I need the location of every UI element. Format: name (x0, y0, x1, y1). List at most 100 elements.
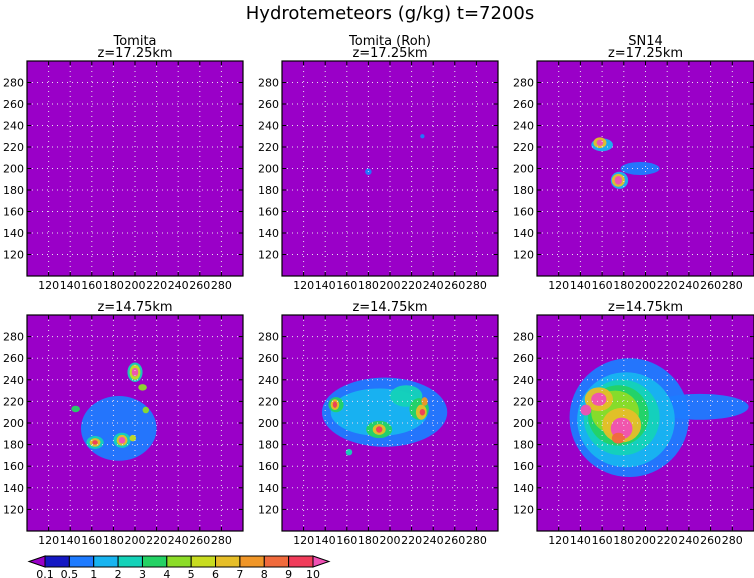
column-title: Tomita (Roh) (348, 34, 431, 49)
x-tick-label: 220 (401, 279, 422, 292)
x-tick-label: 120 (293, 534, 314, 547)
y-tick-label: 200 (258, 163, 279, 176)
y-tick-label: 220 (513, 395, 534, 408)
x-tick-label: 160 (592, 279, 613, 292)
y-tick-label: 240 (3, 374, 24, 387)
y-tick-label: 220 (258, 395, 279, 408)
colorbar-label: 8 (261, 568, 268, 578)
colorbar-segment (166, 555, 192, 568)
field-contour (92, 440, 98, 445)
x-tick-label: 280 (466, 279, 487, 292)
x-tick-label: 160 (592, 534, 613, 547)
grid-lines (27, 315, 243, 531)
x-tick-label: 240 (423, 279, 444, 292)
level-label: z=17.25km (97, 46, 172, 61)
y-tick-label: 220 (258, 141, 279, 154)
x-tick-label: 200 (635, 534, 656, 547)
field-contour (332, 401, 338, 408)
grid-lines (282, 315, 498, 531)
plot-background (27, 61, 243, 276)
y-tick-label: 120 (258, 503, 279, 516)
field-contour (142, 406, 150, 414)
level-label: z=14.75km (97, 300, 172, 315)
field-contour (611, 432, 625, 444)
y-tick-label: 180 (258, 184, 279, 197)
x-tick-label: 200 (125, 279, 146, 292)
y-tick-label: 260 (258, 352, 279, 365)
x-tick-label: 200 (635, 279, 656, 292)
panel-1: 120 140 160 180 200 220 240 260 2801201401601802… (3, 34, 244, 292)
x-tick-label: 140 (570, 534, 591, 547)
y-tick-label: 180 (258, 439, 279, 452)
x-tick-label: 260 (700, 279, 721, 292)
x-tick-label: 260 (444, 534, 465, 547)
y-tick-label: 140 (513, 227, 534, 240)
y-tick-label: 160 (513, 460, 534, 473)
y-tick-label: 140 (258, 482, 279, 495)
x-tick-label: 140 (570, 279, 591, 292)
x-tick-label: 260 (189, 279, 210, 292)
y-tick-label: 180 (513, 439, 534, 452)
y-tick-label: 200 (513, 417, 534, 430)
field-contour (580, 404, 592, 416)
colorbar-label: 4 (163, 568, 170, 578)
grid-lines (27, 61, 243, 276)
x-tick-label: 120 (548, 279, 569, 292)
field-contour (419, 408, 426, 416)
y-tick-label: 240 (513, 374, 534, 387)
panel-grid: 120 140 160 180 200 220 240 260 2801201401601802… (3, 34, 754, 547)
x-tick-label: 220 (401, 534, 422, 547)
grid-lines (537, 315, 754, 531)
y-tick-label: 280 (3, 77, 24, 90)
colorbar-label: 0.5 (61, 568, 79, 578)
y-tick-label: 200 (3, 163, 24, 176)
field-contour (138, 384, 147, 391)
level-label: z=14.75km (352, 300, 427, 315)
y-tick-label: 220 (3, 395, 24, 408)
colorbar-high-extension (312, 555, 331, 568)
colorbar: 0.1 0.5 1 2 3 4 5 6 7 8 9 10 (27, 555, 331, 578)
x-tick-label: 180 (358, 279, 379, 292)
field-contour (650, 393, 749, 420)
field-contour (129, 434, 137, 442)
x-tick-label: 280 (211, 534, 232, 547)
colorbar-label: 1 (90, 568, 97, 578)
x-tick-label: 220 (146, 534, 167, 547)
panel-6: 120 140 160 180 200 220 240 260 2801201401601802… (513, 300, 754, 547)
x-tick-label: 280 (466, 534, 487, 547)
y-tick-label: 160 (3, 460, 24, 473)
colorbar-segment (215, 555, 241, 568)
colorbar-label: 2 (115, 568, 122, 578)
y-tick-label: 280 (258, 331, 279, 344)
x-tick-label: 260 (189, 534, 210, 547)
field-contour (71, 405, 80, 413)
x-tick-label: 120 (548, 534, 569, 547)
y-tick-label: 220 (3, 141, 24, 154)
colorbar-label: 6 (212, 568, 219, 578)
y-tick-label: 160 (258, 460, 279, 473)
field-contour (118, 437, 126, 444)
x-tick-label: 260 (700, 534, 721, 547)
x-tick-label: 180 (358, 534, 379, 547)
level-label: z=17.25km (608, 46, 683, 61)
y-tick-label: 280 (3, 331, 24, 344)
y-tick-label: 140 (513, 482, 534, 495)
field-contour (596, 139, 604, 146)
x-tick-label: 220 (657, 279, 678, 292)
colorbar-segment (239, 555, 265, 568)
y-tick-label: 180 (3, 184, 24, 197)
y-tick-label: 180 (513, 184, 534, 197)
grid-lines (537, 61, 754, 276)
y-tick-label: 140 (3, 227, 24, 240)
x-tick-label: 240 (168, 279, 189, 292)
colorbar-label: 9 (285, 568, 292, 578)
y-tick-label: 120 (513, 249, 534, 262)
x-tick-label: 120 (38, 279, 59, 292)
y-tick-label: 120 (3, 503, 24, 516)
y-tick-label: 160 (258, 206, 279, 219)
grid-lines (282, 61, 498, 276)
field-contour (420, 134, 425, 139)
y-tick-label: 160 (3, 206, 24, 219)
x-tick-label: 240 (678, 279, 699, 292)
